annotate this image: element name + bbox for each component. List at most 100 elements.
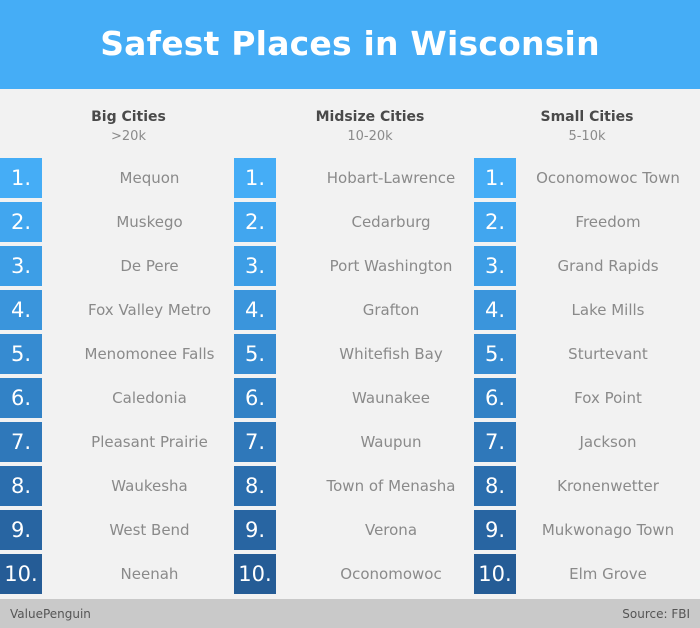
rank-badge: 9. [234, 510, 276, 550]
city-name: Lake Mills [571, 301, 645, 319]
city-name: Waukesha [111, 477, 188, 495]
list-item: 7. Jackson [474, 422, 700, 462]
rank-badge: 4. [234, 290, 276, 330]
list-item: 1. Hobart-Lawrence [234, 158, 506, 198]
column-small-cities: Small Cities 5-10k 1. Oconomowoc Town 2. Free… [474, 89, 700, 594]
city-name: Oconomowoc [340, 565, 442, 583]
list-item: 6. Waunakee [234, 378, 506, 418]
rank-badge: 10. [0, 554, 42, 594]
footer-bar: ValuePenguin Source: FBI [0, 599, 700, 628]
column-subtitle: >20k [111, 129, 146, 144]
city-name: Sturtevant [568, 345, 648, 363]
rank-badge: 1. [234, 158, 276, 198]
rank-badge: 3. [0, 246, 42, 286]
column-title: Midsize Cities [315, 109, 425, 125]
rank-badge: 6. [474, 378, 516, 418]
city-name: Port Washington [329, 257, 453, 275]
city-name: Grand Rapids [557, 257, 659, 275]
rank-badge: 1. [0, 158, 42, 198]
brand-credit: ValuePenguin [10, 606, 91, 621]
rank-badge: 8. [474, 466, 516, 506]
city-name: Elm Grove [569, 565, 647, 583]
list-item: 4. Fox Valley Metro [0, 290, 257, 330]
city-name: Mukwonago Town [541, 521, 675, 539]
rank-badge: 9. [474, 510, 516, 550]
city-name: Oconomowoc Town [536, 169, 680, 187]
city-name: Cedarburg [351, 213, 431, 231]
rank-badge: 1. [474, 158, 516, 198]
list-item: 3. De Pere [0, 246, 257, 286]
column-header: Midsize Cities 10-20k [234, 108, 506, 146]
list-item: 10. Elm Grove [474, 554, 700, 594]
city-name: Verona [364, 521, 418, 539]
city-name: Jackson [579, 433, 637, 451]
list-item: 10. Neenah [0, 554, 257, 594]
rank-badge: 10. [474, 554, 516, 594]
city-name: Hobart-Lawrence [326, 169, 456, 187]
rank-badge: 10. [234, 554, 276, 594]
list-item: 5. Sturtevant [474, 334, 700, 374]
city-name: Waupun [360, 433, 422, 451]
list-item: 9. West Bend [0, 510, 257, 550]
city-name: De Pere [120, 257, 179, 275]
rank-badge: 8. [0, 466, 42, 506]
rank-badge: 2. [0, 202, 42, 242]
list-item: 6. Caledonia [0, 378, 257, 418]
column-header: Small Cities 5-10k [474, 108, 700, 146]
list-item: 5. Menomonee Falls [0, 334, 257, 374]
list-item: 6. Fox Point [474, 378, 700, 418]
city-name: Kronenwetter [557, 477, 659, 495]
column-title: Small Cities [540, 109, 634, 125]
city-name: Fox Point [574, 389, 642, 407]
list-item: 7. Waupun [234, 422, 506, 462]
city-name: Waunakee [352, 389, 430, 407]
rank-badge: 5. [474, 334, 516, 374]
list-item: 4. Grafton [234, 290, 506, 330]
list-item: 1. Mequon [0, 158, 257, 198]
city-name: Pleasant Prairie [91, 433, 208, 451]
column-subtitle: 10-20k [347, 129, 393, 144]
rank-badge: 5. [0, 334, 42, 374]
rank-badge: 2. [234, 202, 276, 242]
rank-badge: 6. [0, 378, 42, 418]
rank-badge: 4. [474, 290, 516, 330]
list-item: 9. Mukwonago Town [474, 510, 700, 550]
list-item: 2. Cedarburg [234, 202, 506, 242]
list-item: 3. Grand Rapids [474, 246, 700, 286]
list-item: 4. Lake Mills [474, 290, 700, 330]
city-name: Muskego [116, 213, 183, 231]
header-banner: Safest Places in Wisconsin [0, 0, 700, 89]
list-item: 5. Whitefish Bay [234, 334, 506, 374]
rank-badge: 7. [474, 422, 516, 462]
page-title: Safest Places in Wisconsin [100, 24, 600, 63]
rank-badge: 3. [234, 246, 276, 286]
rank-badge: 7. [0, 422, 42, 462]
column-title: Big Cities [91, 109, 166, 125]
list-item: 8. Waukesha [0, 466, 257, 506]
rank-badge: 4. [0, 290, 42, 330]
city-name: Town of Menasha [326, 477, 456, 495]
rank-badge: 2. [474, 202, 516, 242]
list-item: 1. Oconomowoc Town [474, 158, 700, 198]
city-name: Caledonia [112, 389, 187, 407]
city-name: Freedom [575, 213, 641, 231]
column-header: Big Cities >20k [0, 108, 257, 146]
rank-badge: 6. [234, 378, 276, 418]
rank-badge: 9. [0, 510, 42, 550]
list-item: 2. Freedom [474, 202, 700, 242]
rank-badge: 8. [234, 466, 276, 506]
rank-badge: 5. [234, 334, 276, 374]
rank-badge: 3. [474, 246, 516, 286]
city-name: Menomonee Falls [84, 345, 215, 363]
rank-badge: 7. [234, 422, 276, 462]
column-big-cities: Big Cities >20k 1. Mequon 2. Muskego 3. De Pere… [0, 89, 257, 594]
column-midsize-cities: Midsize Cities 10-20k 1. Hobart-Lawrence 2. C… [234, 89, 506, 594]
source-credit: Source: FBI [622, 606, 690, 621]
list-item: 10. Oconomowoc [234, 554, 506, 594]
city-name: West Bend [109, 521, 190, 539]
list-item: 9. Verona [234, 510, 506, 550]
city-name: Fox Valley Metro [87, 301, 212, 319]
list-item: 7. Pleasant Prairie [0, 422, 257, 462]
list-item: 8. Kronenwetter [474, 466, 700, 506]
